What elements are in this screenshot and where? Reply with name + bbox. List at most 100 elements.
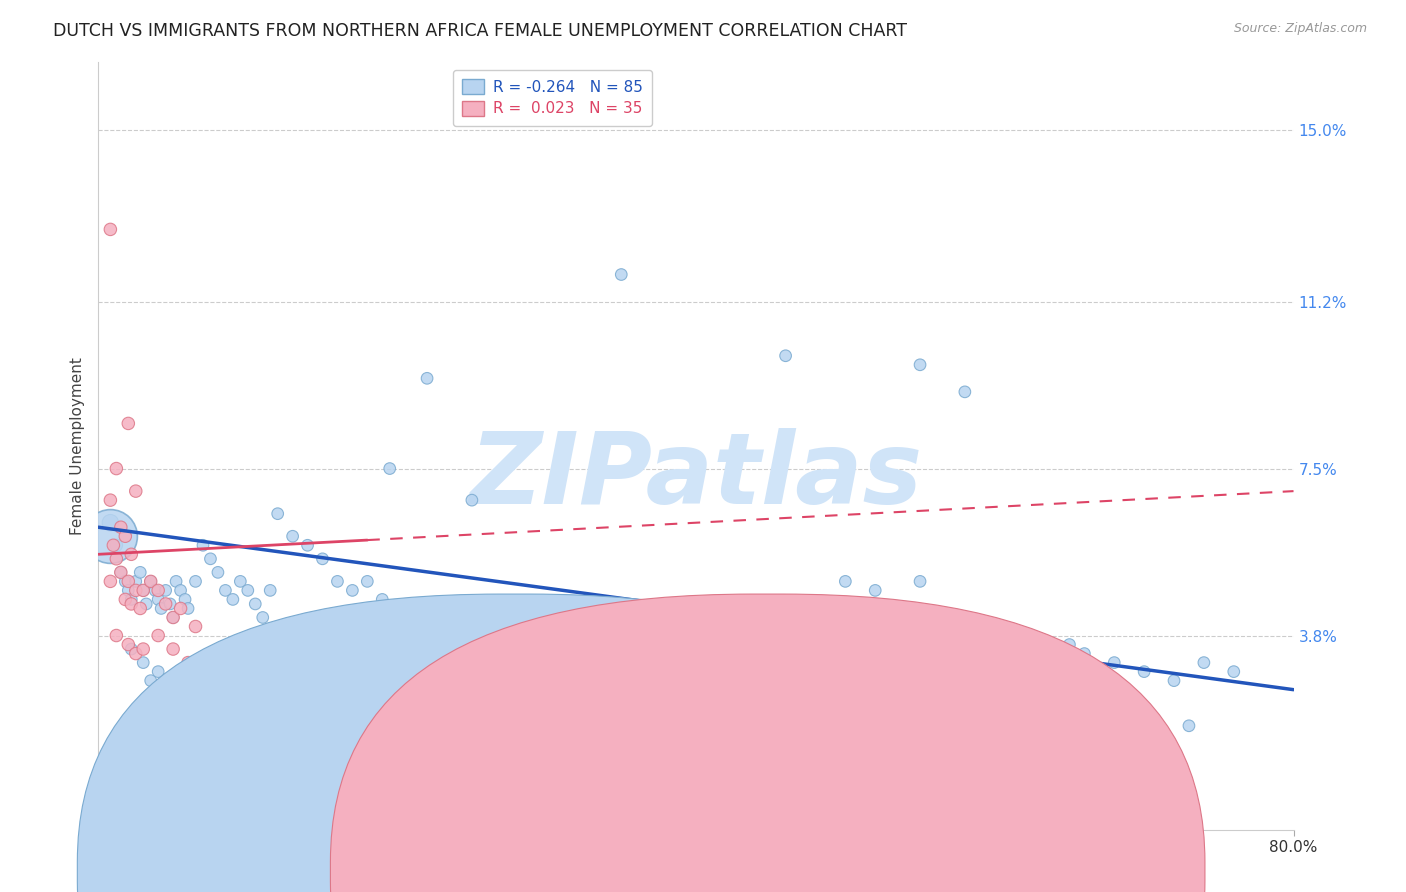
Point (120, 642, 142, 657)
Text: DUTCH VS IMMIGRANTS FROM NORTHERN AFRICA FEMALE UNEMPLOYMENT CORRELATION CHART: DUTCH VS IMMIGRANTS FROM NORTHERN AFRICA… (53, 22, 907, 40)
Point (132, 583, 155, 598)
Point (685, 619, 707, 633)
Point (98, 529, 122, 543)
Point (229, 665, 252, 679)
Point (1192, 656, 1215, 670)
Point (267, 507, 290, 521)
Point (775, 349, 797, 363)
Point (1163, 673, 1185, 688)
Text: ZIPatlas: ZIPatlas (470, 428, 922, 525)
Point (834, 574, 856, 589)
Point (371, 592, 394, 607)
Point (565, 628, 588, 642)
Point (105, 538, 128, 552)
Point (110, 520, 132, 534)
Point (536, 619, 558, 633)
Point (169, 583, 191, 598)
Point (252, 610, 274, 624)
Legend: R = -0.264   N = 85, R =  0.023   N = 35: R = -0.264 N = 85, R = 0.023 N = 35 (453, 70, 652, 126)
Text: Dutch: Dutch (537, 857, 582, 872)
Point (311, 551, 333, 566)
Point (162, 610, 184, 624)
Point (245, 597, 267, 611)
Point (207, 566, 229, 580)
Point (200, 551, 222, 566)
Point (356, 574, 378, 589)
Point (184, 619, 207, 633)
Point (1043, 647, 1066, 661)
Point (1104, 656, 1126, 670)
Point (155, 583, 177, 598)
Point (129, 566, 152, 580)
Point (924, 610, 946, 624)
Point (114, 719, 136, 733)
Point (125, 574, 148, 589)
Point (132, 642, 155, 657)
Point (775, 619, 797, 633)
Point (984, 628, 1007, 642)
Point (117, 417, 139, 431)
Point (125, 583, 148, 598)
Point (229, 574, 252, 589)
Point (132, 656, 155, 670)
Point (610, 268, 633, 282)
Point (114, 592, 136, 607)
Point (148, 583, 170, 598)
Point (139, 574, 162, 589)
Point (110, 566, 132, 580)
Point (120, 547, 142, 561)
Text: Immigrants from Northern Africa: Immigrants from Northern Africa (790, 857, 1040, 872)
Point (865, 583, 887, 598)
Point (191, 538, 214, 552)
Point (191, 665, 214, 679)
Point (475, 619, 498, 633)
Point (236, 583, 259, 598)
Point (1014, 638, 1036, 652)
Point (1133, 665, 1156, 679)
Point (120, 597, 142, 611)
Point (139, 700, 162, 714)
Point (117, 583, 139, 598)
Point (207, 732, 229, 747)
Point (446, 610, 468, 624)
Point (1073, 647, 1095, 661)
Point (626, 628, 648, 642)
Point (245, 673, 267, 688)
Point (595, 628, 617, 642)
Point (162, 610, 184, 624)
Point (105, 461, 128, 475)
Point (908, 358, 931, 372)
Point (177, 656, 200, 670)
Point (98, 516, 122, 530)
Point (745, 638, 768, 652)
Point (98, 222, 122, 236)
Point (150, 601, 173, 615)
Point (222, 592, 245, 607)
Point (908, 574, 931, 589)
Point (894, 601, 917, 615)
Point (1178, 719, 1201, 733)
Point (129, 601, 152, 615)
Point (132, 583, 155, 598)
Point (159, 597, 181, 611)
Point (143, 583, 166, 598)
Point (297, 538, 319, 552)
Point (148, 628, 170, 642)
Point (953, 619, 976, 633)
Point (105, 551, 128, 566)
Point (416, 610, 439, 624)
Point (461, 493, 484, 508)
Point (105, 628, 128, 642)
Point (139, 673, 162, 688)
Point (110, 566, 132, 580)
Point (135, 597, 157, 611)
Text: Source: ZipAtlas.com: Source: ZipAtlas.com (1233, 22, 1367, 36)
Point (169, 601, 191, 615)
Point (953, 384, 976, 399)
Point (155, 597, 177, 611)
Point (506, 610, 529, 624)
Point (1059, 638, 1081, 652)
Point (177, 601, 200, 615)
Point (326, 574, 349, 589)
Point (1223, 665, 1246, 679)
